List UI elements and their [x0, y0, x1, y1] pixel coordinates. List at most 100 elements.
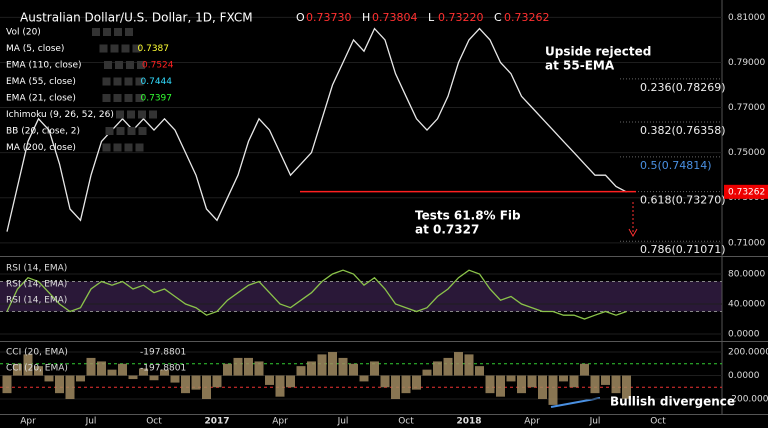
price-tag	[724, 184, 768, 199]
indicator-icon	[135, 77, 144, 86]
y-tick-label: 0.71000	[728, 238, 765, 248]
indicator-name: MA (5, close)	[6, 44, 64, 54]
arrow-head	[628, 228, 638, 238]
cci-bar	[454, 352, 463, 376]
indicator-icon	[113, 143, 122, 152]
x-tick-label: Jul	[85, 417, 97, 427]
x-tick-label: Apr	[20, 417, 36, 427]
indicator-icon	[125, 28, 133, 36]
indicator-icon	[135, 143, 144, 152]
cci-bar	[506, 375, 516, 382]
cci-bar	[118, 363, 127, 376]
cci-bar	[181, 375, 190, 394]
y-tick-label: 40.0000	[728, 299, 765, 309]
cci-bar	[496, 375, 505, 397]
cci-bar	[317, 354, 327, 376]
cci-bar	[170, 375, 180, 383]
indicator-icon	[121, 44, 130, 53]
cci-bar	[76, 375, 85, 382]
y-tick-label: -200.0000	[728, 395, 768, 405]
cci-bar	[601, 375, 610, 385]
indicator-name: MA (200, close)	[6, 143, 76, 153]
ohlc-value: 0.73220	[438, 11, 484, 24]
cci-bar	[422, 369, 432, 376]
cci-bar	[590, 375, 600, 394]
cci-bar	[265, 375, 274, 385]
cci-bar	[296, 366, 306, 376]
indicator-icon	[114, 28, 122, 36]
cci-bar	[569, 375, 579, 388]
cci-bar	[412, 375, 421, 390]
indicator-icon	[104, 61, 112, 69]
cci-bar	[328, 352, 337, 376]
y-tick-label: 0.81000	[728, 13, 765, 23]
price-tag-label: 0.73262	[728, 187, 765, 197]
indicator-icon	[138, 127, 147, 135]
cci-bar	[212, 375, 222, 388]
indicator-name: EMA (21, close)	[6, 94, 76, 104]
cci-bar	[244, 357, 253, 376]
fib-label: 0.786(0.71071)	[640, 243, 726, 256]
indicator-name: EMA (110, close)	[6, 61, 82, 71]
indicator-icon	[113, 77, 122, 86]
cci-bar	[433, 361, 442, 376]
cci-bar	[223, 363, 232, 376]
ohlc-name: O	[296, 11, 305, 24]
indicator-name: Ichimoku (9, 26, 52, 26)	[6, 110, 114, 120]
cci-bar	[233, 357, 243, 376]
band-fill	[0, 281, 722, 312]
indicator-icon	[124, 143, 133, 152]
legend-value: -197.8801	[140, 348, 186, 358]
cci-bar	[139, 368, 148, 376]
y-tick-label: 80.0000	[728, 269, 765, 279]
indicator-icon	[102, 77, 111, 86]
cci-bar	[44, 375, 54, 382]
indicator-icon	[92, 28, 100, 36]
indicator-icon	[115, 61, 123, 69]
legend-label: CCI (20, EMA)	[6, 364, 68, 374]
y-tick-label: 0.75000	[728, 148, 765, 158]
cci-bar	[475, 366, 484, 376]
cci-bar	[55, 375, 64, 394]
indicator-icon	[110, 44, 119, 53]
indicator-value: 0.7524	[142, 61, 174, 71]
indicator-icon	[124, 94, 133, 102]
annotation: Upside rejected	[545, 45, 651, 59]
indicator-icon	[105, 127, 114, 135]
indicator-icon	[126, 61, 134, 69]
cci-bar	[13, 363, 22, 376]
x-tick-label: Oct	[650, 417, 666, 427]
cci-bar	[65, 375, 75, 400]
x-tick-label: Apr	[524, 417, 540, 427]
y-tick-label: 0.0000	[728, 371, 760, 381]
cci-bar	[160, 369, 169, 376]
fib-label: 0.618(0.73270)	[640, 194, 726, 207]
cci-bar	[580, 363, 589, 376]
indicator-icon	[102, 94, 111, 102]
cci-bar	[559, 375, 568, 382]
y-tick-label: 0.79000	[728, 58, 765, 68]
cci-bar	[202, 375, 211, 400]
indicator-icon	[149, 110, 157, 119]
cci-bar	[401, 375, 411, 394]
indicator-icon	[116, 127, 125, 135]
cci-bar	[611, 375, 621, 394]
indicator-icon	[138, 110, 146, 119]
cci-bar	[622, 375, 631, 399]
cci-bar	[349, 363, 358, 376]
x-tick-label: Jul	[589, 417, 601, 427]
indicator-icon	[137, 61, 145, 69]
ohlc-value: 0.73730	[306, 11, 352, 24]
cci-bar	[128, 375, 138, 380]
indicator-icon	[99, 44, 108, 53]
cci-bar	[307, 361, 316, 376]
fib-label: 0.5(0.74814)	[640, 159, 712, 172]
cci-bar	[517, 375, 526, 394]
cci-bar	[254, 361, 264, 376]
cci-bar	[2, 375, 12, 394]
ohlc-value: 0.73804	[372, 11, 418, 24]
cci-bar	[443, 357, 453, 376]
cci-bar	[338, 357, 348, 376]
indicator-icon	[113, 94, 122, 102]
